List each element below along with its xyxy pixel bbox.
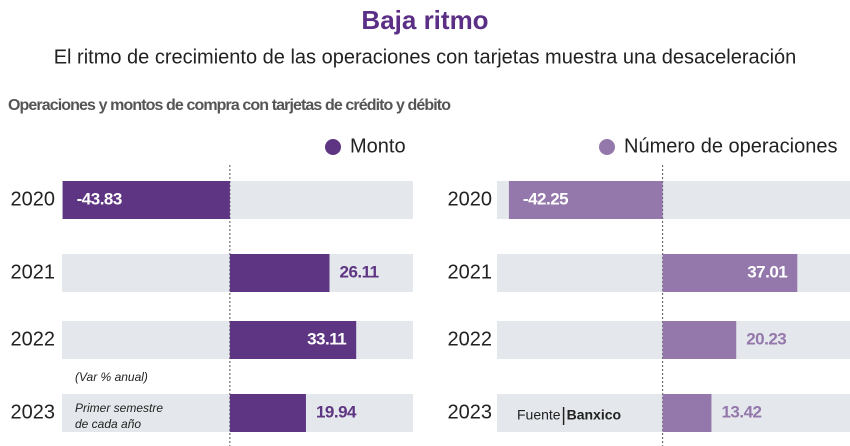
bar	[229, 321, 357, 359]
legend-marker	[599, 139, 615, 155]
value-label: 13.42	[721, 402, 761, 421]
category-label: 2021	[11, 261, 56, 283]
note-line: de cada año	[75, 417, 141, 431]
subtitle: El ritmo de crecimiento de las operacion…	[54, 46, 797, 68]
source-name: Banxico	[567, 407, 621, 423]
legend-label: Número de operaciones	[624, 135, 837, 157]
value-label: 26.11	[339, 262, 378, 281]
bar	[662, 394, 712, 432]
value-label: -43.83	[77, 189, 122, 208]
value-label: -42.25	[523, 189, 568, 208]
note: (Var % anual)	[75, 370, 148, 384]
category-label: 2023	[11, 401, 56, 423]
category-label: 2021	[448, 261, 493, 283]
category-label: 2020	[11, 188, 56, 210]
value-label: 19.94	[316, 402, 357, 421]
title: Baja ritmo	[361, 5, 488, 35]
category-label: 2022	[11, 328, 56, 350]
value-label: 20.23	[746, 329, 786, 348]
note-line: Primer semestre	[75, 401, 163, 415]
legend-label: Monto	[350, 135, 406, 157]
legend-marker	[325, 139, 341, 155]
bar	[662, 254, 798, 292]
category-label: 2020	[448, 188, 493, 210]
section-title: Operaciones y montos de compra con tarje…	[8, 97, 451, 114]
bar	[662, 321, 737, 359]
bar	[62, 181, 230, 219]
source-label: Fuente	[517, 407, 561, 423]
value-label: 37.01	[747, 262, 787, 281]
category-label: 2022	[448, 328, 493, 350]
category-label: 2023	[448, 401, 493, 423]
value-label: 33.11	[307, 329, 346, 348]
bar	[508, 181, 663, 219]
bar	[229, 254, 330, 292]
bar	[229, 394, 306, 432]
